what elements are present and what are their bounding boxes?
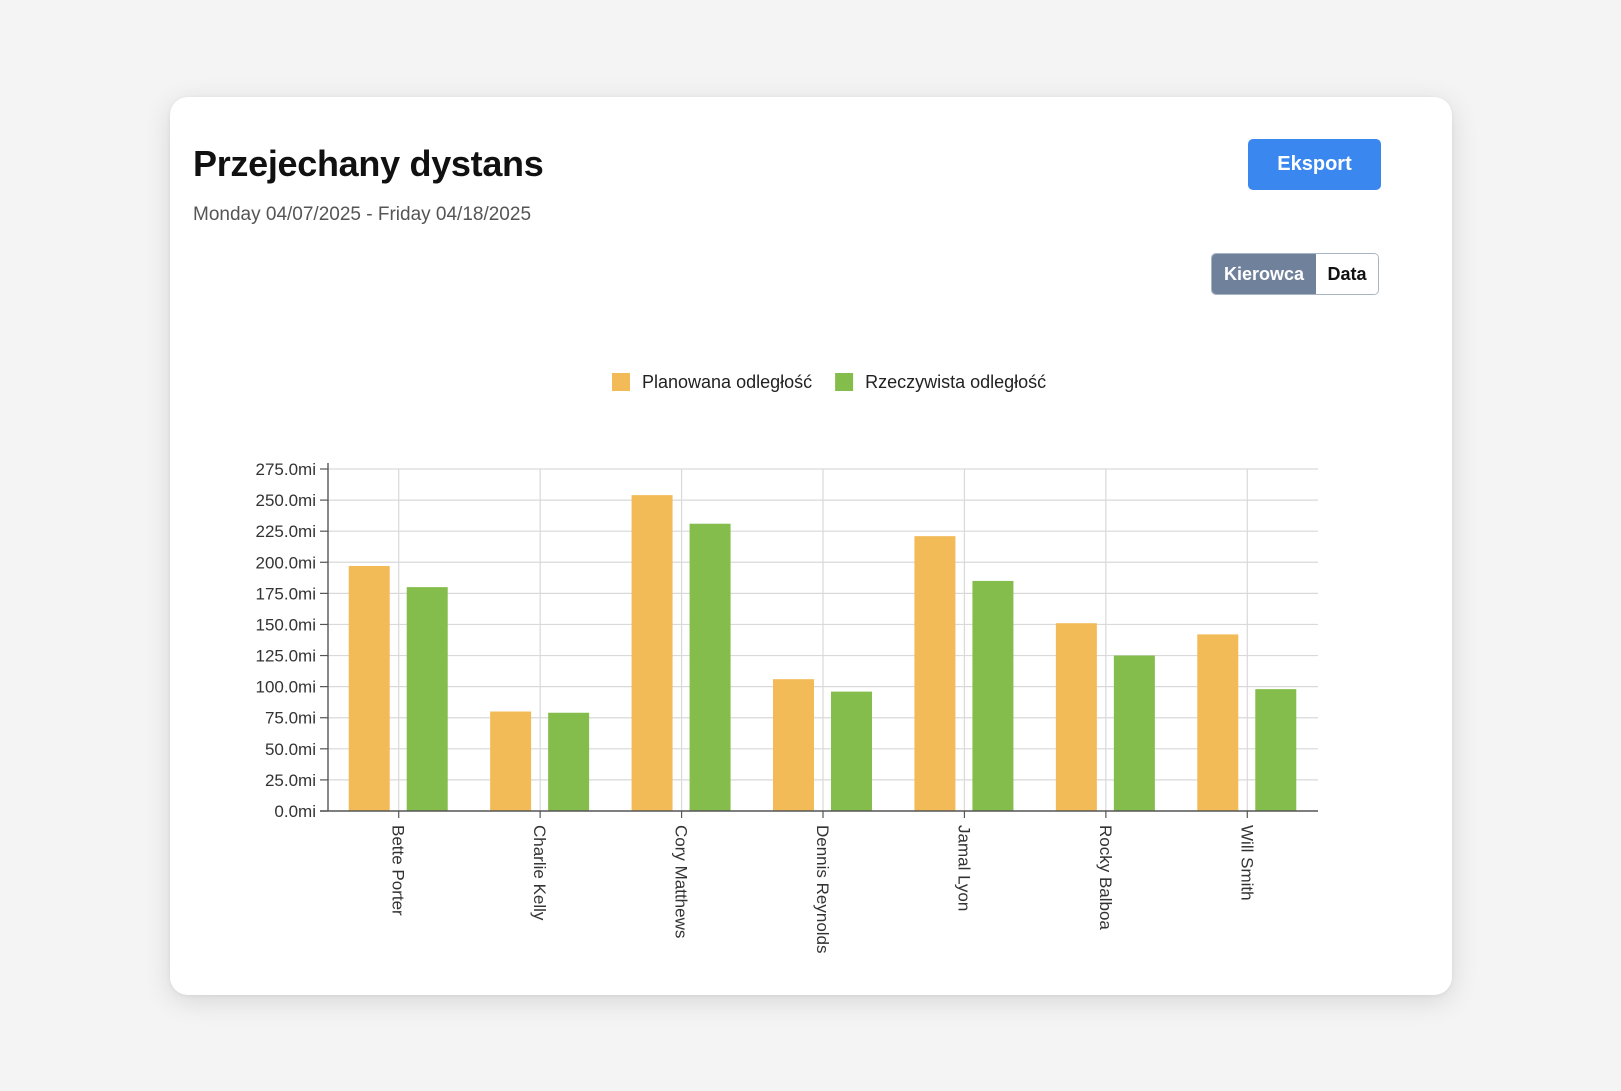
y-tick-label: 125.0mi bbox=[256, 647, 316, 666]
y-tick-label: 250.0mi bbox=[256, 491, 316, 510]
export-button[interactable]: Eksport bbox=[1248, 139, 1381, 190]
bar-planned bbox=[773, 679, 814, 811]
x-tick-label: Will Smith bbox=[1237, 825, 1256, 901]
bar-actual bbox=[689, 523, 731, 811]
view-toggle: Kierowca Data bbox=[1211, 253, 1379, 295]
toggle-date-button[interactable]: Data bbox=[1316, 254, 1378, 294]
bar-planned bbox=[348, 566, 390, 811]
bar-planned bbox=[1055, 623, 1097, 811]
x-tick-label: Charlie Kelly bbox=[530, 825, 549, 921]
legend-label: Rzeczywista odległość bbox=[865, 372, 1046, 392]
x-tick-label: Bette Porter bbox=[389, 825, 408, 916]
bar-actual bbox=[1113, 655, 1155, 811]
x-tick-label: Rocky Balboa bbox=[1096, 825, 1115, 930]
toggle-driver-button[interactable]: Kierowca bbox=[1212, 254, 1316, 294]
bar-actual bbox=[972, 580, 1014, 811]
bar-planned bbox=[631, 495, 673, 811]
y-tick-label: 0.0mi bbox=[274, 802, 316, 821]
bar-planned bbox=[1197, 634, 1239, 811]
legend-swatch bbox=[835, 373, 854, 391]
y-tick-label: 175.0mi bbox=[256, 584, 316, 603]
bar-actual bbox=[831, 691, 872, 811]
x-tick-label: Dennis Reynolds bbox=[813, 825, 832, 954]
distance-card: Przejechany dystans Monday 04/07/2025 - … bbox=[170, 97, 1452, 995]
y-tick-label: 200.0mi bbox=[256, 553, 316, 572]
y-tick-label: 150.0mi bbox=[256, 615, 316, 634]
distance-bar-chart: 0.0mi 25.0mi 50.0mi 75.0mi 100.0mi 125.0mi 150… bbox=[256, 372, 1318, 954]
date-range: Monday 04/07/2025 - Friday 04/18/2025 bbox=[193, 204, 532, 225]
legend-swatch bbox=[612, 373, 630, 391]
y-tick-label: 225.0mi bbox=[256, 522, 316, 541]
y-tick-label: 275.0mi bbox=[256, 460, 316, 479]
page-title: Przejechany dystans bbox=[193, 143, 544, 184]
x-tick-label: Jamal Lyon bbox=[954, 825, 973, 911]
bar-actual bbox=[406, 587, 448, 811]
legend-label: Planowana odległość bbox=[642, 372, 812, 392]
y-tick-label: 75.0mi bbox=[265, 709, 316, 728]
bar-actual bbox=[548, 712, 590, 811]
y-tick-label: 50.0mi bbox=[265, 740, 316, 759]
x-tick-label: Cory Matthews bbox=[672, 825, 691, 938]
y-tick-label: 100.0mi bbox=[256, 678, 316, 697]
bar-actual bbox=[1255, 689, 1297, 811]
y-tick-label: 25.0mi bbox=[265, 771, 316, 790]
bar-planned bbox=[490, 711, 532, 811]
bar-planned bbox=[914, 536, 956, 811]
